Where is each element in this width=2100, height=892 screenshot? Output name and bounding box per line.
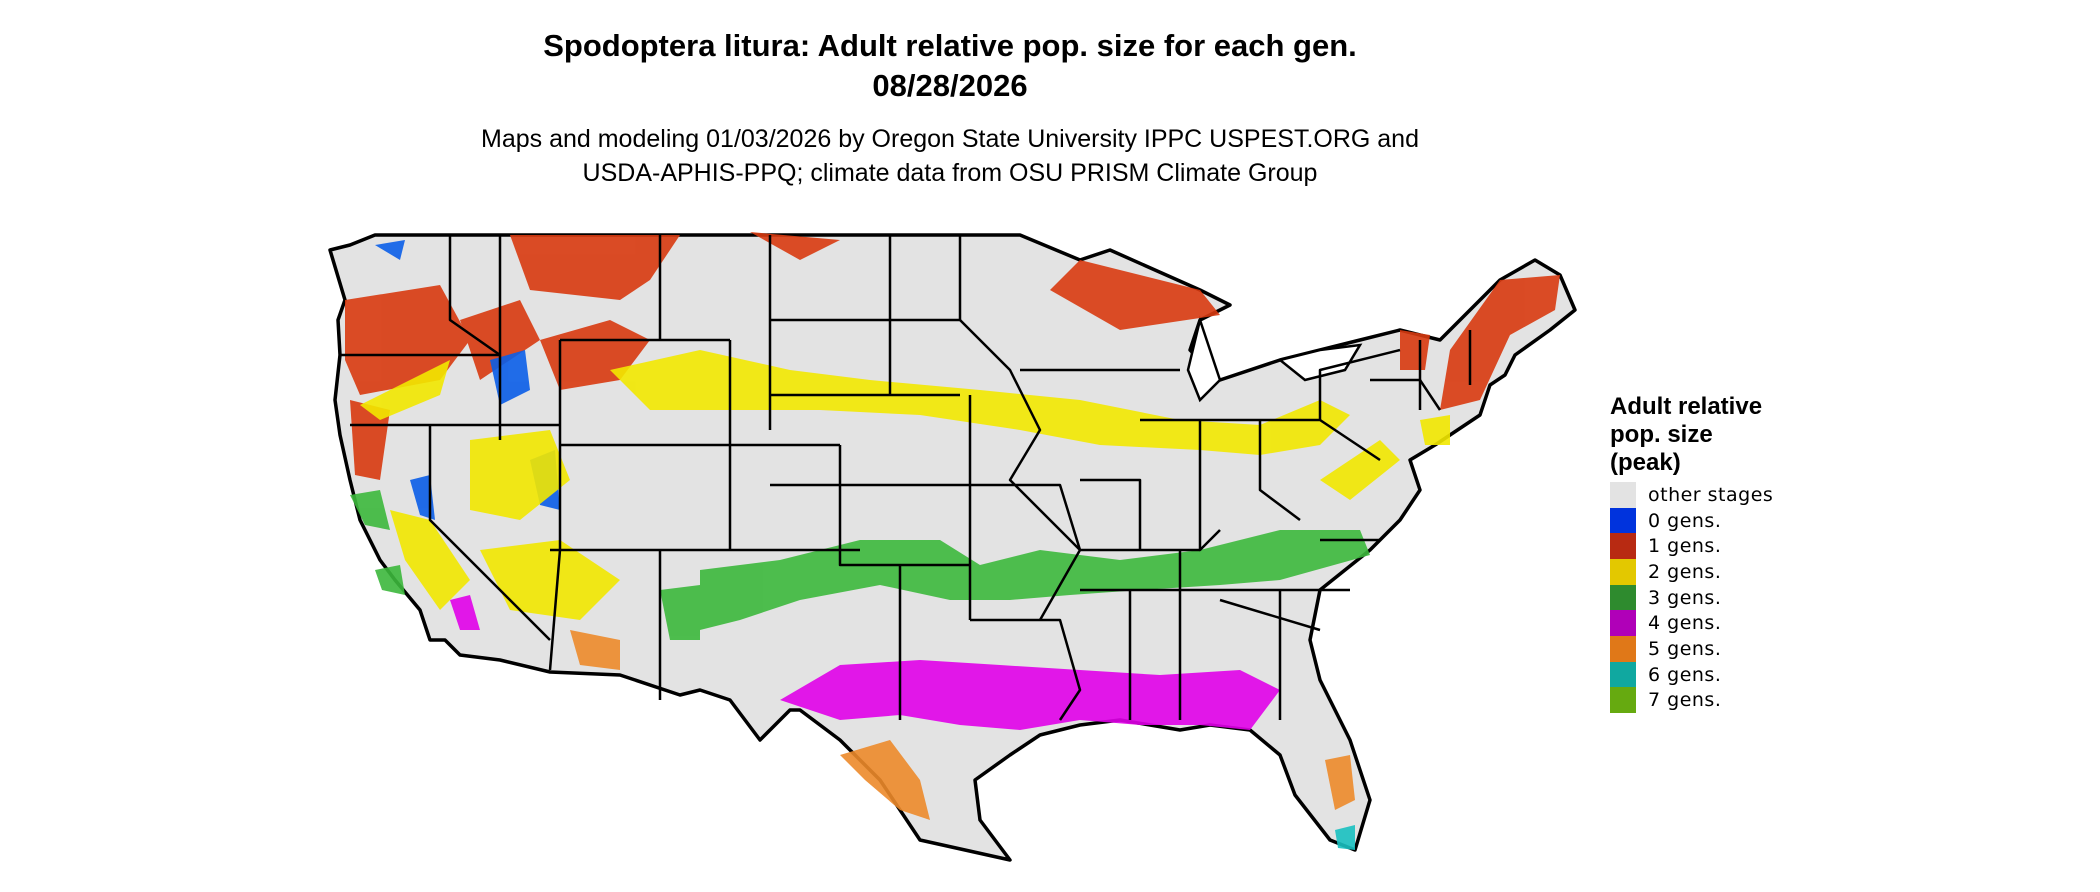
legend-swatch xyxy=(1610,584,1636,611)
legend-item: 6 gens. xyxy=(1610,661,1773,688)
legend-item: 3 gens. xyxy=(1610,584,1773,611)
gen2-areas xyxy=(360,350,1450,620)
gen3-areas xyxy=(350,490,1370,640)
legend-items: other stages 0 gens. 1 gens. 2 gens. 3 gens.… xyxy=(1610,481,1774,714)
legend-title-line3: (peak) xyxy=(1610,449,1681,476)
legend-title-line1: Adult relative xyxy=(1610,393,1763,420)
legend-item: 7 gens. xyxy=(1610,687,1773,714)
legend-swatch xyxy=(1610,558,1636,585)
legend-item: 4 gens. xyxy=(1610,610,1773,637)
legend-label: 6 gens. xyxy=(1648,663,1722,686)
legend-label: 4 gens. xyxy=(1648,612,1722,635)
legend-item: other stages xyxy=(1610,481,1774,508)
gen6-areas xyxy=(1335,825,1355,850)
legend-swatch xyxy=(1610,507,1636,534)
gen4-areas xyxy=(450,595,1280,730)
legend-swatch xyxy=(1610,635,1636,662)
legend-item: 1 gens. xyxy=(1610,533,1773,560)
gen5-areas xyxy=(570,630,1355,820)
legend-label: 3 gens. xyxy=(1648,586,1722,609)
state-borders xyxy=(340,235,1472,721)
legend-title-line2: pop. size xyxy=(1610,421,1713,448)
legend-swatch xyxy=(1610,687,1636,714)
legend-item: 0 gens. xyxy=(1610,507,1773,534)
legend-label: 5 gens. xyxy=(1648,637,1722,660)
legend-swatch xyxy=(1610,610,1636,637)
map-legend: Adult relative pop. size (peak) other st… xyxy=(1610,393,1774,714)
legend-label: other stages xyxy=(1648,483,1774,506)
legend-label: 7 gens. xyxy=(1648,689,1722,712)
legend-label: 2 gens. xyxy=(1648,560,1722,583)
legend-swatch xyxy=(1610,481,1636,508)
legend-label: 1 gens. xyxy=(1648,535,1722,558)
legend-item: 2 gens. xyxy=(1610,558,1773,585)
map-title: Spodoptera litura: Adult relative pop. s… xyxy=(543,28,1357,63)
legend-item: 5 gens. xyxy=(1610,635,1773,662)
map-subtitle-line1: Maps and modeling 01/03/2026 by Oregon S… xyxy=(481,125,1419,153)
great-lakes xyxy=(1186,315,1363,403)
map-date: 08/28/2026 xyxy=(872,68,1028,103)
map-subtitle-line2: USDA-APHIS-PPQ; climate data from OSU PR… xyxy=(582,159,1318,187)
legend-label: 0 gens. xyxy=(1648,509,1722,532)
legend-swatch xyxy=(1610,533,1636,560)
us-generation-map xyxy=(328,232,1577,862)
legend-swatch xyxy=(1610,661,1636,688)
